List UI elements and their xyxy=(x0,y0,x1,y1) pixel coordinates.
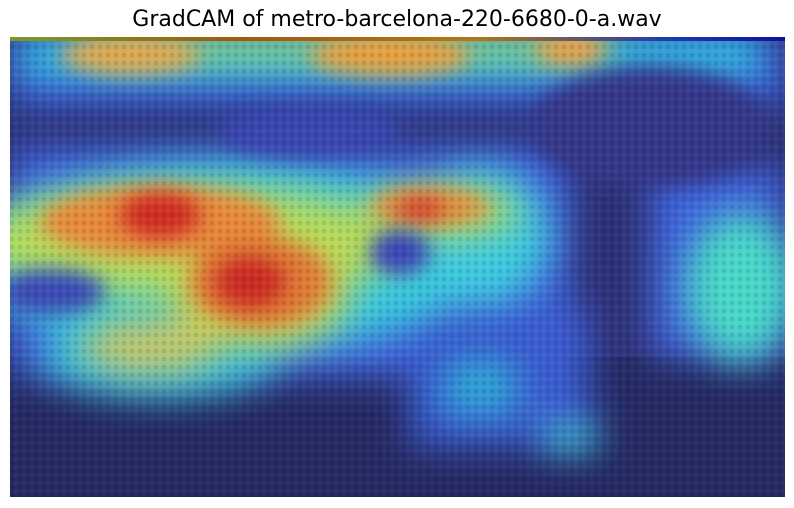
gradcam-heatmap-image xyxy=(10,37,785,497)
gradcam-heatmap-overlay xyxy=(10,37,785,497)
figure-title: GradCAM of metro-barcelona-220-6680-0-a.… xyxy=(132,7,662,32)
